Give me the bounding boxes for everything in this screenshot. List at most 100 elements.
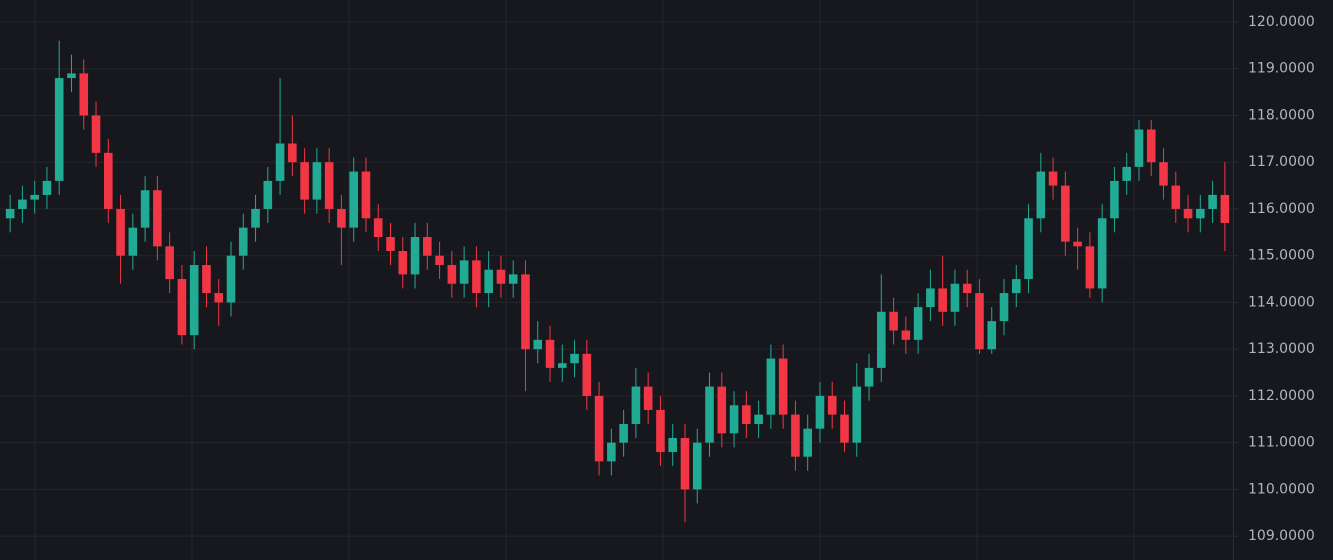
candle-body (692, 442, 702, 490)
y-tick-label: 120.0000 (1248, 14, 1315, 30)
candle-body (386, 236, 395, 252)
y-tick-label: 113.0000 (1248, 341, 1315, 357)
candle-body (214, 293, 224, 303)
candle-body (778, 358, 788, 415)
candle-body (484, 269, 493, 294)
candle-body (288, 143, 297, 163)
candle-body (79, 73, 89, 116)
candle-body (668, 437, 678, 453)
candle-body (705, 386, 714, 443)
candle-body (251, 208, 260, 228)
y-tick-label: 118.0000 (1248, 107, 1315, 123)
candle-body (1011, 279, 1021, 294)
candle-body (423, 236, 432, 256)
candle-body (435, 255, 444, 266)
candle-body (926, 288, 935, 308)
candle-body (1208, 194, 1217, 209)
candle-body (521, 274, 530, 350)
candle-body (889, 311, 898, 331)
candle-body (1146, 129, 1156, 163)
candle-body (766, 358, 776, 415)
candle-body (67, 73, 76, 79)
candle-body (337, 208, 346, 228)
candle-body (570, 353, 579, 364)
candle-body (754, 414, 763, 424)
candle-body (999, 293, 1009, 322)
candle-body (594, 395, 604, 462)
candle-body (202, 265, 211, 294)
candle-body (312, 162, 322, 200)
candle-body (656, 409, 665, 453)
candle-body (1097, 218, 1107, 289)
candle-body (729, 405, 739, 434)
candle-body (140, 190, 150, 228)
candle-body (324, 162, 334, 209)
candle-body (557, 363, 567, 368)
candle-body (189, 265, 199, 336)
candle-body (742, 405, 751, 424)
candle-body (30, 194, 39, 200)
y-tick-label: 119.0000 (1248, 61, 1315, 77)
candle-body (165, 246, 174, 280)
candle-body (950, 283, 960, 312)
candle-body (54, 78, 64, 181)
candle-body (987, 321, 997, 350)
candle-body (1061, 185, 1070, 242)
candle-body (643, 386, 653, 410)
candle-body (717, 386, 727, 434)
y-tick-label: 114.0000 (1248, 294, 1315, 310)
candle-body (791, 414, 800, 457)
candle-body (1171, 185, 1181, 209)
candle-body (508, 274, 518, 284)
candle-body (827, 395, 837, 415)
candle-body (410, 236, 420, 275)
y-tick-label: 109.0000 (1248, 528, 1315, 544)
candle-body (459, 260, 469, 284)
candle-body (1110, 180, 1119, 219)
candle-body (226, 255, 236, 303)
candle-body (619, 423, 628, 443)
candle-body (1134, 129, 1144, 167)
y-tick-label: 116.0000 (1248, 201, 1315, 217)
candle-body (1085, 246, 1095, 289)
candle-body (877, 311, 886, 368)
candle-body (472, 260, 481, 294)
candle-body (1220, 194, 1230, 223)
candle-body (975, 293, 984, 350)
candle-body (1024, 218, 1033, 280)
candle-body (840, 414, 849, 443)
y-tick-label: 115.0000 (1248, 248, 1315, 264)
candle-body (864, 367, 874, 387)
candle-body (962, 283, 972, 294)
candle-body (1183, 208, 1193, 219)
candle-body (803, 428, 812, 457)
candle-body (5, 208, 15, 219)
candle-body (349, 171, 358, 228)
candle-body (238, 227, 248, 256)
candle-body (116, 208, 125, 256)
candle-body (128, 227, 138, 256)
candle-body (361, 171, 371, 219)
candle-body (91, 115, 101, 153)
candle-body (275, 143, 285, 181)
candle-body (938, 288, 947, 312)
candle-body (815, 395, 825, 429)
candle-body (1159, 162, 1168, 186)
candle-body (18, 199, 27, 209)
candle-body (680, 437, 690, 490)
candle-body (496, 269, 506, 284)
y-tick-label: 111.0000 (1248, 435, 1315, 451)
candle-body (1196, 208, 1205, 219)
candle-body (1036, 171, 1046, 219)
candle-body (447, 265, 457, 284)
candle-body (901, 330, 911, 340)
candle-body (631, 386, 641, 424)
candle-body (398, 251, 408, 275)
y-tick-label: 117.0000 (1248, 154, 1315, 170)
candle-body (104, 152, 113, 209)
candle-body (545, 339, 555, 368)
y-tick-label: 110.0000 (1248, 481, 1315, 497)
candle-body (153, 190, 162, 247)
